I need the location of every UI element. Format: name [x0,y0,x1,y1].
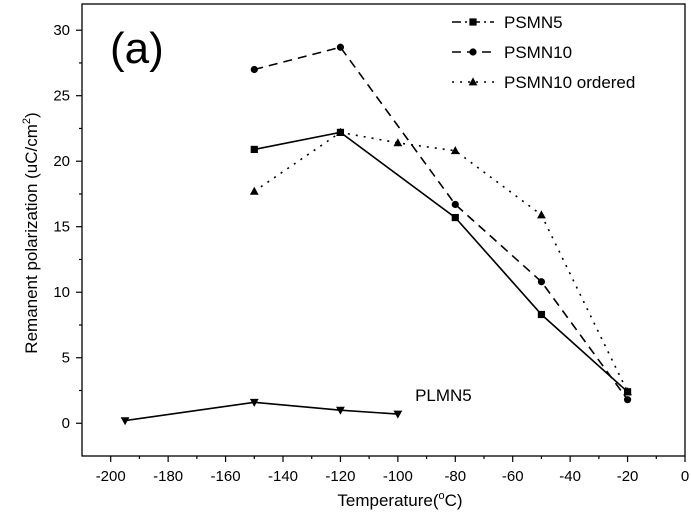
x-axis-title-sup: o [439,490,445,502]
series-line-psmn10-ordered [253,131,629,393]
y-tick-label: 25 [53,88,70,105]
y-axis-title-sup: 2 [21,118,33,124]
plot-frame [81,3,686,457]
data-point-psmn10-ordered [450,146,460,155]
x-tick-label: 0 [681,468,689,485]
y-tick-label: 10 [53,284,70,301]
x-tick-label: -40 [559,468,581,485]
data-point-psmn5 [451,213,459,222]
legend-label-psmn10-ordered: PSMN10 ordered [504,73,635,92]
data-point-psmn5 [537,310,546,319]
data-point-plmn5 [336,406,345,415]
data-point-psmn10 [623,396,632,404]
x-axis-title-main: Temperature( [337,491,438,510]
y-axis-ticks: 0 5 10 15 20 25 30 [53,22,82,432]
series-psmn10-ordered [249,127,632,396]
series-layer [120,43,632,426]
series-psmn5 [250,128,632,396]
data-point-psmn5 [250,145,258,154]
y-tick-label: 0 [62,415,70,432]
plmn5-annotation: PLMN5 [415,386,472,405]
data-point-psmn10-ordered [623,387,632,396]
y-tick-label: 20 [53,153,70,170]
y-tick-label: 5 [62,350,70,367]
legend-marker-psmn10-ordered [468,77,478,86]
series-line-psmn5 [254,131,629,393]
x-tick-label: -100 [383,468,413,485]
x-tick-label: -80 [444,468,466,485]
x-tick-label: -140 [268,468,298,485]
y-tick-label: 15 [53,219,70,236]
legend-marker-psmn5 [469,18,477,26]
y-axis-title-main: Remanent polarization (uC/cm [22,124,41,354]
data-point-psmn10-ordered [393,138,403,147]
series-psmn10 [250,43,632,404]
x-tick-label: -120 [325,468,355,485]
series-plmn5 [120,398,403,426]
x-tick-label: -200 [96,468,126,485]
x-axis-title: Temperature(oC) [337,490,462,510]
legend-marker-psmn10 [469,48,477,56]
legend-label-psmn10: PSMN10 [504,43,572,62]
data-point-psmn10-ordered [336,127,345,136]
x-tick-label: -180 [153,468,183,485]
data-point-plmn5 [249,398,259,407]
legend: PSMN5 PSMN10 PSMN10 ordered [452,13,635,92]
data-point-psmn10 [250,65,258,74]
x-tick-label: -160 [211,468,241,485]
data-point-psmn10 [336,43,345,51]
x-tick-label: -60 [502,468,524,485]
data-point-psmn10-ordered [249,186,259,195]
data-point-plmn5 [120,417,130,426]
y-tick-label: 30 [53,22,70,39]
data-point-psmn10 [451,200,459,209]
legend-label-psmn5: PSMN5 [504,13,563,32]
y-axis-title-tail: ) [22,112,41,118]
data-point-psmn10-ordered [537,210,546,219]
panel-label: (a) [110,24,164,73]
plot-area [81,3,686,457]
x-tick-label: -20 [617,468,639,485]
x-axis-title-tail: C) [445,491,463,510]
x-axis-ticks: -200 -180 -160 -140 -120 -100 -80 -60 -40 -20 0 [96,456,689,485]
data-point-psmn10 [537,278,546,286]
series-line-plmn5 [124,401,398,422]
data-point-plmn5 [393,410,403,419]
series-line-psmn10 [254,46,629,401]
y-axis-title: Remanent polarization (uC/cm2) [21,112,41,353]
